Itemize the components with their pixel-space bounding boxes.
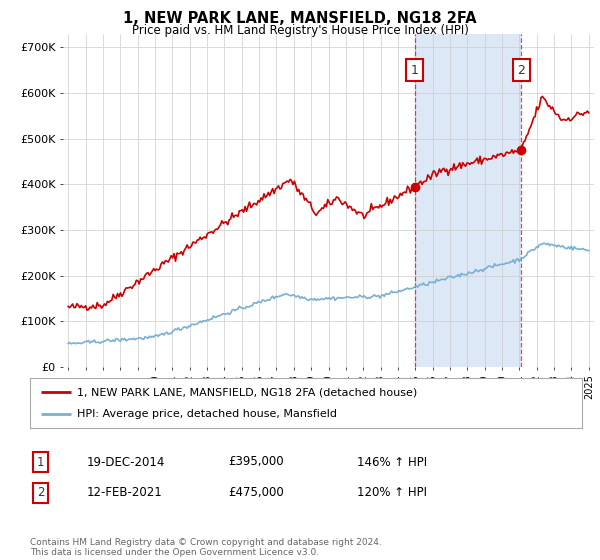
Text: 120% ↑ HPI: 120% ↑ HPI [357,486,427,500]
Text: 1, NEW PARK LANE, MANSFIELD, NG18 2FA: 1, NEW PARK LANE, MANSFIELD, NG18 2FA [123,11,477,26]
Text: Price paid vs. HM Land Registry's House Price Index (HPI): Price paid vs. HM Land Registry's House … [131,24,469,36]
Text: 2: 2 [37,486,44,500]
Text: 146% ↑ HPI: 146% ↑ HPI [357,455,427,469]
Text: 1: 1 [37,455,44,469]
Text: 1: 1 [410,64,419,77]
Text: £475,000: £475,000 [228,486,284,500]
Text: HPI: Average price, detached house, Mansfield: HPI: Average price, detached house, Mans… [77,409,337,419]
Text: Contains HM Land Registry data © Crown copyright and database right 2024.
This d: Contains HM Land Registry data © Crown c… [30,538,382,557]
Text: £395,000: £395,000 [228,455,284,469]
Text: 1, NEW PARK LANE, MANSFIELD, NG18 2FA (detached house): 1, NEW PARK LANE, MANSFIELD, NG18 2FA (d… [77,387,417,397]
Text: 19-DEC-2014: 19-DEC-2014 [87,455,166,469]
Text: 12-FEB-2021: 12-FEB-2021 [87,486,163,500]
Bar [415,34,521,367]
Text: 2: 2 [518,64,526,77]
